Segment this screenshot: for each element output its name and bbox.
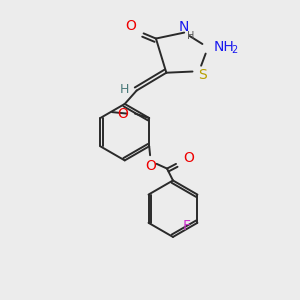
Text: O: O <box>118 106 128 121</box>
Text: H: H <box>187 31 194 41</box>
Text: NH: NH <box>213 40 234 54</box>
Text: 2: 2 <box>231 45 237 55</box>
Text: O: O <box>145 160 156 173</box>
Text: F: F <box>183 219 191 233</box>
Text: N: N <box>179 20 189 34</box>
Text: O: O <box>125 19 136 33</box>
Text: H: H <box>119 83 129 96</box>
Text: O: O <box>183 151 194 165</box>
Text: S: S <box>198 68 206 82</box>
